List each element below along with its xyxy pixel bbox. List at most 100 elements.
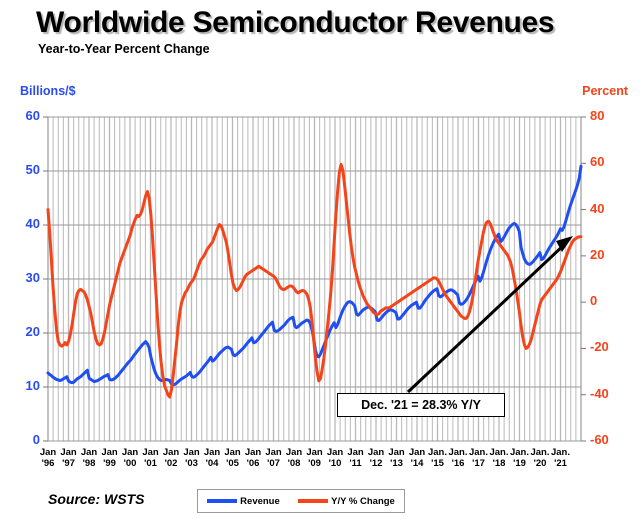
left-axis-tickmarks: [43, 116, 48, 442]
x-tick-month: Jan: [162, 447, 180, 458]
x-axis-tick-12: Jan '12: [363, 447, 389, 469]
right-axis-tick-60: 60: [590, 154, 605, 170]
x-tick-month: Jan: [142, 447, 159, 458]
x-axis-tick-00: Jan '00: [117, 447, 143, 469]
annotation-arrow: [406, 236, 573, 394]
x-tick-month: Jan: [101, 447, 118, 458]
x-axis-tick-03: Jan '03: [179, 447, 205, 469]
x-tick-year: '08: [287, 458, 301, 469]
legend-swatch-yoy-change: [298, 499, 329, 503]
left-axis-tick-20: 20: [25, 324, 40, 339]
x-tick-year: '03: [185, 458, 198, 469]
right-axis-tick-40: 40: [590, 200, 605, 216]
legend-item-revenue: Revenue: [207, 496, 280, 507]
x-axis-tick-08: Jan '08: [281, 447, 307, 469]
right-axis-tick-20: 20: [590, 246, 605, 262]
x-axis-tick-98: Jan '98: [76, 447, 102, 469]
x-tick-month: Jan: [408, 447, 426, 458]
x-tick-year: '13: [390, 458, 403, 469]
right-axis-tick--40: -40: [590, 385, 609, 401]
series-line-yoy-percent: [46, 162, 583, 399]
x-tick-month: Jan: [326, 447, 344, 458]
x-tick-month: Jan: [80, 447, 98, 458]
x-tick-month: Jan: [121, 447, 139, 458]
x-tick-month: Jan.: [489, 447, 509, 458]
x-tick-year: '07: [267, 458, 280, 469]
x-tick-month: Jan: [183, 447, 200, 458]
x-axis-tick-21: Jan. '21: [548, 447, 574, 469]
x-tick-month: Jan.: [427, 447, 447, 458]
x-tick-year: '98: [82, 458, 96, 469]
x-tick-year: '00: [123, 458, 137, 469]
x-tick-month: Jan.: [550, 447, 570, 458]
x-tick-year: '11: [349, 458, 362, 469]
x-tick-year: '19: [513, 458, 526, 469]
x-axis-tick-99: Jan '99: [97, 447, 123, 469]
x-tick-month: Jan: [285, 447, 303, 458]
x-axis-tick-17: Jan. '17: [466, 447, 492, 469]
x-tick-year: '21: [554, 458, 567, 469]
right-axis-tick--60: -60: [590, 432, 609, 447]
x-tick-month: Jan.: [468, 447, 488, 458]
legend-label-yoy-change: Y/Y % Change: [331, 495, 395, 507]
x-axis-tick-14: Jan '14: [404, 447, 430, 469]
chart-legend: Revenue Y/Y % Change: [197, 489, 405, 513]
x-axis-tick-13: Jan '13: [384, 447, 410, 469]
x-tick-year: '05: [226, 458, 239, 469]
x-tick-month: Jan.: [509, 447, 529, 458]
annotation-label: Dec. '21 = 28.3% Y/Y: [337, 393, 505, 417]
x-tick-month: Jan: [244, 447, 262, 458]
x-tick-month: Jan: [388, 447, 405, 458]
x-tick-month: Jan: [224, 447, 241, 458]
x-tick-year: '97: [62, 458, 75, 469]
x-tick-year: '15: [431, 458, 444, 469]
x-axis-tick-19: Jan. '19: [507, 447, 533, 469]
legend-swatch-revenue: [207, 499, 238, 503]
x-tick-year: '09: [308, 458, 321, 469]
x-axis-tick-18: Jan. '18: [486, 447, 512, 469]
x-tick-month: Jan: [265, 447, 282, 458]
x-tick-month: Jan: [367, 447, 385, 458]
x-tick-year: '18: [492, 458, 506, 469]
x-tick-year: '99: [103, 458, 116, 469]
x-tick-year: '20: [533, 458, 547, 469]
right-axis-tick--20: -20: [590, 339, 609, 355]
x-axis-tick-10: Jan '10: [322, 447, 348, 469]
x-tick-month: Jan: [203, 447, 221, 458]
x-axis-tick-11: Jan '11: [343, 447, 369, 469]
left-axis-caption: Billions/$: [20, 84, 76, 98]
x-tick-year: '12: [369, 458, 383, 469]
source-note: Source: WSTS: [48, 491, 145, 507]
x-axis-tick-02: Jan '02: [158, 447, 184, 469]
right-axis-tick-80: 80: [590, 108, 605, 123]
x-axis-tick-97: Jan '97: [56, 447, 82, 469]
x-tick-month: Jan: [306, 447, 323, 458]
right-axis-tick-0: 0: [590, 293, 598, 309]
x-tick-month: Jan: [60, 447, 77, 458]
x-axis-tick-05: Jan '05: [220, 447, 246, 469]
x-tick-month: Jan.: [530, 447, 550, 458]
page-title: Worldwide Semiconductor Revenues: [36, 6, 555, 39]
x-axis-tick-01: Jan '01: [138, 447, 164, 469]
x-tick-year: '04: [205, 458, 219, 469]
right-axis-caption: Percent: [582, 84, 628, 98]
x-tick-month: Jan.: [448, 447, 468, 458]
x-axis-tick-07: Jan '07: [261, 447, 287, 469]
x-axis-tick-04: Jan '04: [199, 447, 225, 469]
left-axis-tick-10: 10: [25, 378, 40, 393]
x-tick-year: '14: [410, 458, 424, 469]
x-axis-tick-96: Jan '96: [35, 447, 61, 469]
legend-label-revenue: Revenue: [240, 495, 280, 507]
x-tick-month: Jan: [39, 447, 57, 458]
x-tick-year: '17: [472, 458, 485, 469]
left-axis-tick-30: 30: [25, 270, 40, 285]
left-axis-tick-40: 40: [25, 216, 40, 231]
x-axis-tick-09: Jan '09: [302, 447, 328, 469]
x-tick-year: '16: [451, 458, 465, 469]
x-tick-year: '10: [328, 458, 342, 469]
x-axis-tick-20: Jan. '20: [527, 447, 553, 469]
x-tick-year: '96: [41, 458, 55, 469]
page-subtitle: Year-to-Year Percent Change: [38, 42, 210, 56]
